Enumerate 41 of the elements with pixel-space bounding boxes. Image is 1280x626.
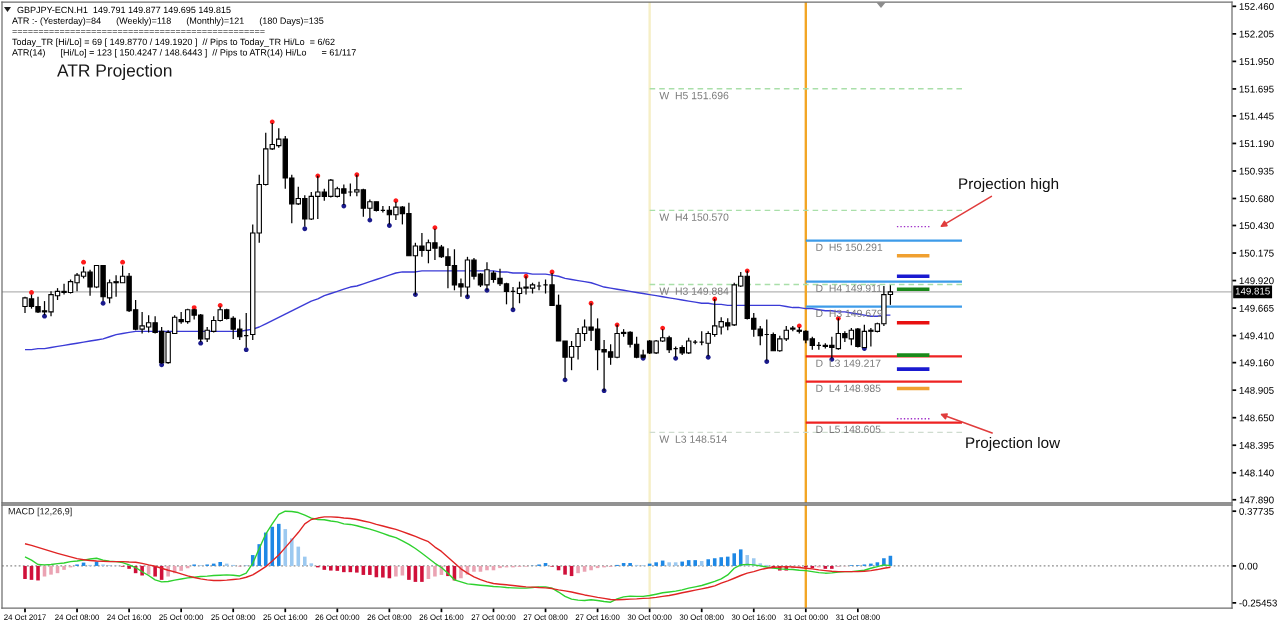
text: ATR Projection [57,63,172,81]
series-label: D L3 149.217 [816,359,881,367]
chart-title: MACD [12,26,9] [8,507,72,517]
y-tick-label: 148.650 [1239,414,1274,422]
annotation: Projection low [966,436,1061,452]
annotation: Projection high [959,177,1059,193]
y-tick-label: 148.395 [1239,441,1274,449]
y-tick-label: 148.905 [1239,386,1274,394]
series-label: W H5 151.696 [659,91,729,100]
y-tick-label: 149.665 [1239,304,1274,312]
ref-line-label: 149.815 [1235,287,1270,295]
y-tick-label: 0.00 [1239,562,1258,570]
series-label: D L4 148.985 [816,384,881,392]
annotation: Today_TR [Hi/Lo] = 69 [ 149.8770 / 149.1920 ] // Pips to Today_TR Hi/Lo = 6/62 [12,38,335,47]
annotation: ATR :- (Yesterday)=84 (Weekly)=118 (Monthly)=121 (180 Days)=135 [12,17,324,26]
y-tick-label: 149.920 [1239,277,1274,285]
series-label: W L3 148.514 [659,435,727,443]
series-label: W H3 149.884 [659,287,729,295]
y-tick-label: 149.160 [1239,359,1274,367]
annotation: ================================================ [12,29,265,33]
y-tick-label: 152.460 [1239,3,1274,10]
y-tick-label: 151.950 [1239,58,1274,65]
y-tick-label: 150.430 [1239,222,1274,230]
y-tick-label: 150.935 [1239,167,1274,175]
annotation: ATR(14) [Hi/Lo] = 123 [ 150.4247 / 148.6443 ] // Pips to ATR(14) Hi/Lo = 61/117 [12,48,356,58]
series-label: D L5 148.605 [816,425,881,433]
y-tick-label: 148.140 [1239,469,1274,477]
y-tick-label: 150.680 [1239,195,1274,203]
y-tick-label: 149.410 [1239,332,1274,340]
y-tick-label: 150.175 [1239,249,1274,257]
y-tick-label: 151.445 [1239,112,1274,120]
annotation: GBPJPY-ECN.H1 149.791 149.877 149.695 149.815 [17,6,231,14]
y-tick-label: 147.890 [1239,496,1274,504]
y-tick-label: 151.695 [1239,85,1274,93]
series-label: D H4 149.911 [816,284,882,292]
series-label: W H4 150.570 [659,213,729,221]
y-tick-label: -0.25453 [1239,599,1277,607]
y-tick-label: 152.205 [1239,30,1274,38]
y-tick-label: 0.37735 [1239,507,1274,515]
series-label: D H5 150.291 [816,243,883,251]
y-tick-label: 151.190 [1239,140,1274,148]
